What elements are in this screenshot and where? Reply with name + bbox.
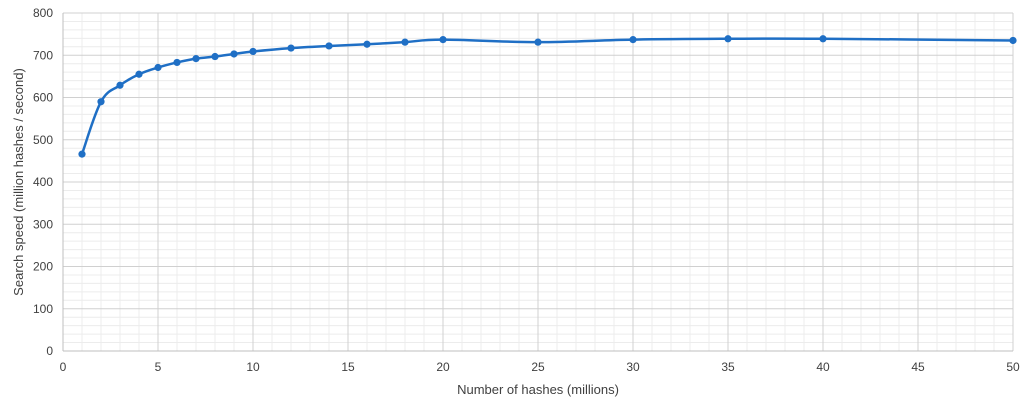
y-tick-label: 500 — [33, 133, 53, 147]
data-point — [325, 42, 333, 50]
grid — [63, 12, 1014, 351]
x-tick-label: 45 — [911, 360, 925, 374]
data-point — [287, 44, 295, 52]
x-tick-label: 0 — [60, 360, 67, 374]
series-line — [80, 37, 1014, 155]
x-axis-title: Number of hashes (millions) — [457, 382, 619, 397]
x-tick-label: 35 — [721, 360, 735, 374]
y-tick-label: 800 — [33, 6, 53, 20]
x-tick-label: 15 — [341, 360, 355, 374]
y-tick-label: 400 — [33, 175, 53, 189]
data-point — [135, 70, 143, 78]
data-point — [192, 55, 200, 63]
x-tick-label: 5 — [155, 360, 162, 374]
y-tick-label: 100 — [33, 302, 53, 316]
x-tick-label: 50 — [1006, 360, 1020, 374]
data-point — [97, 98, 105, 106]
y-tick-label: 700 — [33, 48, 53, 62]
data-point — [78, 150, 86, 158]
data-point — [116, 81, 124, 89]
y-tick-label: 300 — [33, 217, 53, 231]
data-point — [629, 36, 637, 44]
data-point — [401, 38, 409, 46]
x-tick-label: 30 — [626, 360, 640, 374]
data-point — [154, 63, 162, 72]
data-point — [819, 35, 827, 43]
data-point — [249, 47, 257, 56]
data-point — [230, 50, 238, 58]
y-tick-label: 200 — [33, 260, 53, 274]
x-tick-label: 10 — [246, 360, 260, 374]
data-point — [211, 52, 219, 61]
data-point — [724, 35, 732, 43]
data-point — [1009, 36, 1017, 45]
tick-labels: 0 5 10 15 20 25 30 35 40 45 5001002003004005006007… — [33, 6, 1020, 374]
y-tick-label: 600 — [33, 91, 53, 105]
axes — [62, 13, 1013, 352]
x-tick-label: 40 — [816, 360, 830, 374]
series — [78, 35, 1017, 158]
data-point — [439, 36, 447, 44]
y-tick-label: 0 — [46, 344, 53, 358]
x-tick-label: 20 — [436, 360, 450, 374]
data-point — [534, 38, 542, 46]
x-tick-label: 25 — [531, 360, 545, 374]
data-point — [173, 58, 181, 67]
data-point — [363, 40, 371, 48]
y-axis-title: Search speed (million hashes / second) — [11, 68, 26, 296]
